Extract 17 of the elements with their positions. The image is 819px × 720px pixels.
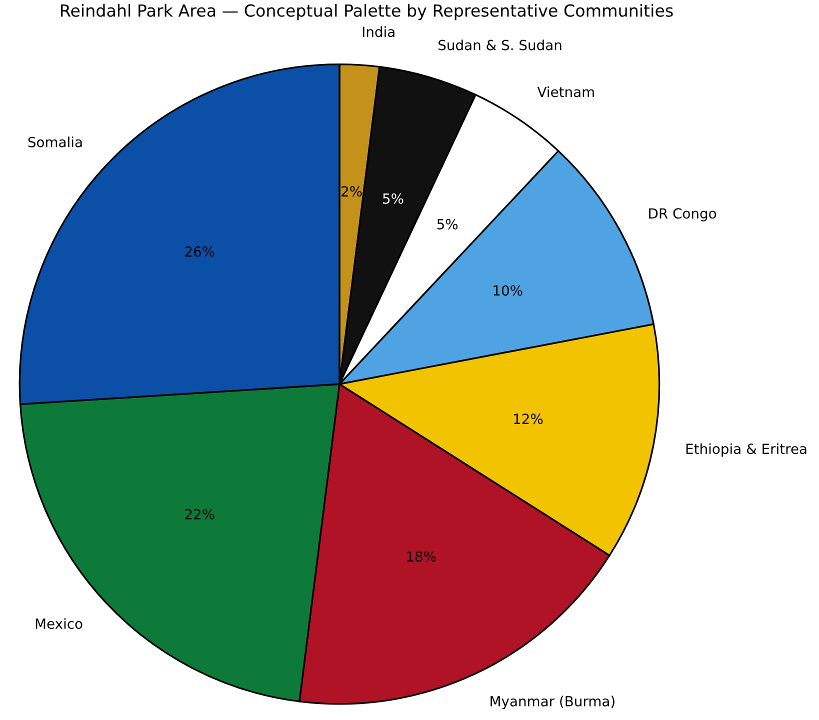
slice-label: India: [362, 26, 394, 38]
data-label: 18%: [407, 551, 436, 562]
data-label: 26%: [185, 246, 214, 257]
slice-label: Ethiopia & Eritrea: [686, 443, 806, 457]
slice-label: Myanmar (Burma): [490, 696, 614, 710]
slice-label: Sudan & S. Sudan: [438, 40, 562, 50]
slice-label: Somalia: [28, 136, 82, 148]
data-label: 22%: [185, 509, 214, 520]
data-label: 10%: [494, 285, 522, 296]
slice-label: Mexico: [36, 618, 82, 629]
slice-label: DR Congo: [649, 208, 716, 222]
data-label: 5%: [437, 218, 458, 230]
data-label: 2%: [342, 186, 362, 197]
data-label: 12%: [514, 414, 543, 424]
chart-title: Reindahl Park Area — Conceptual Palette by Representative Communities: [61, 4, 673, 20]
slice-label: Vietnam: [537, 86, 594, 98]
data-label: 5%: [383, 193, 404, 204]
